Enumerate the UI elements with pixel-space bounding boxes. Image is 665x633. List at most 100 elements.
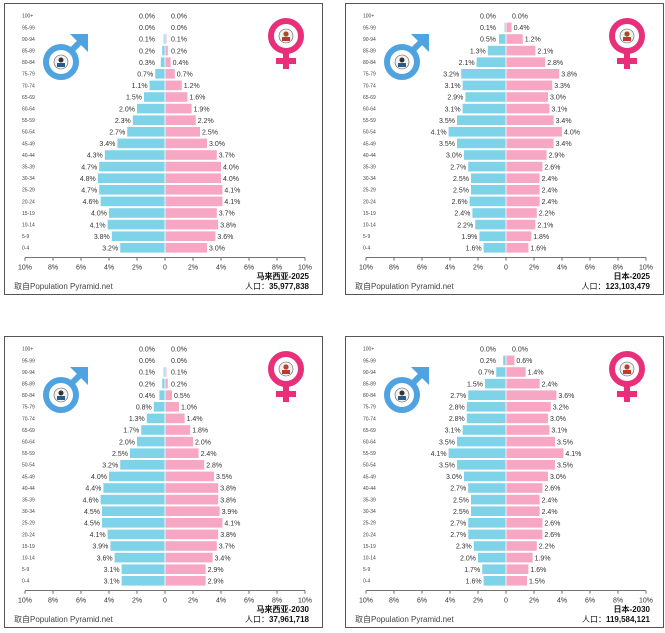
population-value: 123,103,479 bbox=[606, 282, 651, 291]
age-group-label: 30-34 bbox=[363, 509, 376, 515]
female-bar-30-34 bbox=[506, 173, 540, 183]
male-value-label: 2.4% bbox=[454, 211, 470, 218]
male-value-label: 0.7% bbox=[478, 370, 494, 377]
male-bar-20-24 bbox=[469, 196, 506, 207]
x-tick-label: 8% bbox=[48, 598, 58, 605]
age-group-label: 10-14 bbox=[363, 223, 376, 229]
female-bar-10-14 bbox=[506, 552, 533, 563]
age-group-label: 25-29 bbox=[22, 188, 35, 194]
male-bar-50-54 bbox=[457, 460, 506, 470]
female-bar-35-39 bbox=[506, 494, 540, 505]
age-group-label: 5-9 bbox=[363, 567, 370, 573]
male-value-label: 1.3% bbox=[129, 416, 145, 423]
age-group-label: 35-39 bbox=[363, 498, 376, 504]
female-bar-95-99 bbox=[506, 22, 512, 33]
x-tick-label: 4% bbox=[445, 265, 455, 272]
female-value-label: 2.2% bbox=[539, 544, 555, 551]
age-group-label: 10-14 bbox=[363, 556, 376, 562]
age-group-label: 95-99 bbox=[22, 358, 35, 364]
female-bar-80-84 bbox=[506, 390, 557, 400]
male-bar-40-44 bbox=[103, 483, 165, 493]
female-bar-0-4 bbox=[506, 243, 529, 253]
male-value-label: 1.6% bbox=[466, 245, 482, 252]
female-value-label: 4.0% bbox=[223, 164, 239, 171]
male-bar-95-99 bbox=[503, 355, 506, 366]
female-bar-70-74 bbox=[506, 413, 548, 424]
age-group-label: 5-9 bbox=[22, 234, 29, 240]
male-bar-40-44 bbox=[468, 483, 506, 493]
male-bar-85-89 bbox=[162, 45, 165, 56]
female-bar-75-79 bbox=[165, 69, 175, 79]
female-bar-40-44 bbox=[165, 150, 217, 160]
male-value-label: 3.1% bbox=[445, 106, 461, 113]
female-bar-45-49 bbox=[165, 471, 214, 482]
female-value-label: 1.4% bbox=[187, 416, 203, 423]
female-bar-10-14 bbox=[506, 219, 536, 230]
female-bar-55-59 bbox=[506, 448, 564, 458]
female-bar-30-34 bbox=[506, 506, 540, 516]
male-value-label: 3.5% bbox=[439, 118, 455, 125]
x-tick-label: 0 bbox=[163, 265, 167, 272]
male-bar-70-74 bbox=[149, 80, 165, 91]
male-bar-60-64 bbox=[462, 103, 506, 114]
source-credit: 取自Population Pyramid.net bbox=[355, 614, 454, 624]
male-bar-35-39 bbox=[468, 161, 506, 172]
female-bar-20-24 bbox=[165, 529, 219, 540]
male-bar-20-24 bbox=[107, 529, 165, 540]
x-tick-label: 10% bbox=[359, 598, 373, 605]
x-tick-label: 6% bbox=[585, 598, 595, 605]
female-value-label: 0.0% bbox=[512, 13, 528, 20]
male-value-label: 2.5% bbox=[453, 187, 469, 194]
male-bar-35-39 bbox=[471, 494, 506, 505]
age-group-label: 90-94 bbox=[22, 37, 35, 43]
male-bar-65-69 bbox=[144, 92, 165, 102]
female-bar-35-39 bbox=[506, 161, 543, 172]
male-bar-40-44 bbox=[104, 150, 165, 160]
male-value-label: 3.1% bbox=[104, 567, 120, 574]
female-value-label: 3.3% bbox=[554, 83, 570, 90]
female-value-label: 3.8% bbox=[220, 532, 236, 539]
male-value-label: 2.8% bbox=[449, 416, 465, 423]
male-value-label: 0.0% bbox=[139, 358, 155, 365]
female-value-label: 2.8% bbox=[206, 462, 222, 469]
male-value-label: 2.0% bbox=[460, 555, 476, 562]
male-value-label: 0.1% bbox=[139, 370, 155, 377]
age-group-label: 40-44 bbox=[22, 486, 35, 492]
female-bar-15-19 bbox=[165, 208, 217, 218]
male-bar-35-39 bbox=[99, 161, 165, 172]
male-value-label: 2.0% bbox=[119, 106, 135, 113]
chart-title: 马来西亚-2025 bbox=[257, 271, 310, 281]
panel-border bbox=[4, 336, 323, 628]
x-tick-label: 10% bbox=[298, 265, 312, 272]
x-tick-label: 2% bbox=[473, 598, 483, 605]
male-bar-15-19 bbox=[473, 541, 506, 551]
x-tick-label: 0 bbox=[504, 598, 508, 605]
population-pyramid-chart: 100+ 0.0% 0.0% 95-99 0.0% 0.0% 90-94 0.1% 0.1% 85… bbox=[4, 336, 323, 628]
female-value-label: 0.0% bbox=[171, 25, 187, 32]
male-value-label: 0.7% bbox=[137, 71, 153, 78]
age-group-label: 80-84 bbox=[22, 60, 35, 66]
female-bar-75-79 bbox=[165, 402, 179, 412]
male-value-label: 4.5% bbox=[84, 520, 100, 527]
female-bar-5-9 bbox=[165, 231, 216, 241]
female-bar-25-29 bbox=[506, 185, 540, 195]
female-bar-30-34 bbox=[165, 506, 220, 516]
age-group-label: 25-29 bbox=[363, 188, 376, 194]
male-bar-45-49 bbox=[457, 138, 506, 149]
age-group-label: 55-59 bbox=[22, 118, 35, 124]
age-group-label: 55-59 bbox=[22, 451, 35, 457]
female-value-label: 2.2% bbox=[198, 118, 214, 125]
age-group-label: 20-24 bbox=[363, 532, 376, 538]
male-bar-90-94 bbox=[499, 34, 506, 44]
female-bar-20-24 bbox=[165, 196, 223, 207]
x-tick-label: 10% bbox=[639, 598, 653, 605]
female-value-label: 4.1% bbox=[224, 187, 240, 194]
age-group-label: 45-49 bbox=[363, 474, 376, 480]
age-group-label: 35-39 bbox=[22, 165, 35, 171]
female-bar-60-64 bbox=[506, 436, 555, 447]
pyramid-panel-malaysia-2025: 100+ 0.0% 0.0% 95-99 0.0% 0.0% 90-94 0.1% 0.1% 85… bbox=[4, 3, 323, 295]
female-bar-90-94 bbox=[506, 34, 523, 44]
male-value-label: 2.7% bbox=[450, 393, 466, 400]
x-tick-label: 8% bbox=[272, 265, 282, 272]
female-value-label: 2.2% bbox=[539, 211, 555, 218]
